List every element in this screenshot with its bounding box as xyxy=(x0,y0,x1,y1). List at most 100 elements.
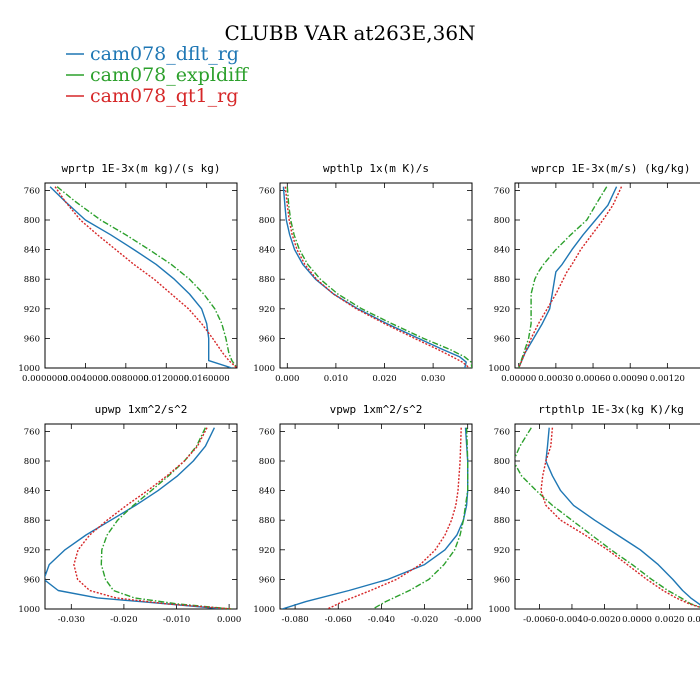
x-tick-label: 0.00000 xyxy=(501,374,536,384)
y-tick-label: 880 xyxy=(494,275,510,285)
y-tick-label: 800 xyxy=(494,457,510,467)
legend: cam078_dflt_rgcam078_expldiffcam078_qt1_… xyxy=(66,43,249,107)
y-tick-label: 1000 xyxy=(488,605,510,615)
panel-title: vpwp 1xm^2/s^2 xyxy=(330,403,423,416)
y-tick-label: 960 xyxy=(494,575,510,585)
y-tick-label: 1000 xyxy=(488,364,510,374)
y-tick-label: 840 xyxy=(259,487,275,497)
series-line-cam078_dflt_rg xyxy=(518,186,618,368)
series-line-cam078_qt1_rg xyxy=(73,427,232,609)
x-tick-label: -0.080 xyxy=(281,615,308,625)
y-tick-label: 880 xyxy=(24,275,40,285)
x-tick-label: -0.0060 xyxy=(523,615,556,625)
plot-frame xyxy=(514,182,700,369)
x-tick-label: 0.010 xyxy=(324,374,348,384)
series-group xyxy=(281,427,469,609)
plot-frame xyxy=(44,423,238,610)
series-group xyxy=(515,427,700,609)
x-tick-label: 0.030 xyxy=(421,374,445,384)
x-tick-label: 0.000 xyxy=(275,374,299,384)
panel-title: upwp 1xm^2/s^2 xyxy=(95,403,188,416)
y-tick-label: 960 xyxy=(259,575,275,585)
y-tick-label: 800 xyxy=(494,216,510,226)
series-line-cam078_expldiff xyxy=(286,186,472,368)
y-tick-label: 840 xyxy=(494,487,510,497)
x-tick-label: 0.0160000 xyxy=(184,374,230,384)
chart-panel: wprcp 1E-3x(m/s) (kg/kg) 760 800 840 880 920 9… xyxy=(488,162,700,384)
series-line-cam078_qt1_rg xyxy=(284,186,471,368)
x-tick-label: -0.0040 xyxy=(556,615,589,625)
legend-entry: cam078_qt1_rg xyxy=(90,85,238,107)
series-line-cam078_qt1_rg xyxy=(54,186,237,368)
x-tick-label: -0.030 xyxy=(58,615,85,625)
x-tick-label: 0.00030 xyxy=(538,374,573,384)
chart-panel: wprtp 1E-3x(m kg)/(s kg) 760 800 840 880 920 9… xyxy=(18,162,238,384)
y-tick-label: 1000 xyxy=(253,605,275,615)
y-tick-label: 1000 xyxy=(18,605,40,615)
y-tick-label: 960 xyxy=(24,575,40,585)
y-tick-label: 880 xyxy=(259,275,275,285)
y-tick-label: 840 xyxy=(259,246,275,256)
y-tick-label: 920 xyxy=(259,546,275,556)
series-line-cam078_qt1_rg xyxy=(540,427,700,609)
x-tick-label: 0.0080000 xyxy=(103,374,149,384)
y-tick-label: 920 xyxy=(494,546,510,556)
y-tick-label: 880 xyxy=(494,516,510,526)
y-tick-label: 920 xyxy=(24,546,40,556)
series-line-cam078_dflt_rg xyxy=(45,427,224,609)
y-tick-label: 920 xyxy=(494,305,510,315)
plot-frame xyxy=(44,182,238,369)
y-tick-label: 920 xyxy=(24,305,40,315)
plot-frame xyxy=(514,423,700,610)
x-tick-label: 0.0120000 xyxy=(143,374,189,384)
panel-title: wprcp 1E-3x(m/s) (kg/kg) xyxy=(532,162,691,175)
figure-title: CLUBB VAR at263E,36N xyxy=(224,21,475,45)
series-line-cam078_expldiff xyxy=(515,427,700,608)
panel-title: rtpthlp 1E-3x(kg K)/kg xyxy=(538,403,684,416)
series-line-cam078_qt1_rg xyxy=(327,427,462,609)
x-tick-label: -0.000 xyxy=(454,615,481,625)
y-tick-label: 960 xyxy=(24,334,40,344)
y-tick-label: 800 xyxy=(259,457,275,467)
y-tick-label: 760 xyxy=(24,427,40,437)
y-tick-label: 840 xyxy=(494,246,510,256)
series-line-cam078_expldiff xyxy=(518,186,608,368)
x-tick-label: 0.0000000 xyxy=(22,374,68,384)
plot-frame xyxy=(279,423,473,610)
panel-title: wprtp 1E-3x(m kg)/(s kg) xyxy=(62,162,221,175)
y-tick-label: 960 xyxy=(259,334,275,344)
y-tick-label: 840 xyxy=(24,246,40,256)
y-tick-label: 760 xyxy=(259,186,275,196)
x-tick-label: 0.00090 xyxy=(613,374,648,384)
x-tick-label: -0.060 xyxy=(325,615,352,625)
series-line-cam078_dflt_rg xyxy=(545,427,700,606)
series-line-cam078_qt1_rg xyxy=(518,186,623,368)
y-tick-label: 760 xyxy=(259,427,275,437)
series-line-cam078_expldiff xyxy=(372,427,469,609)
x-tick-label: -0.0020 xyxy=(588,615,621,625)
y-tick-label: 760 xyxy=(494,427,510,437)
x-tick-label: 0.00120 xyxy=(650,374,685,384)
x-tick-label: 0.0000 xyxy=(622,615,652,625)
y-tick-label: 840 xyxy=(24,487,40,497)
y-tick-label: 880 xyxy=(259,516,275,526)
series-line-cam078_expldiff xyxy=(56,186,237,368)
x-tick-label: -0.040 xyxy=(368,615,395,625)
y-tick-label: 760 xyxy=(24,186,40,196)
x-tick-label: 0.020 xyxy=(372,374,396,384)
y-tick-label: 920 xyxy=(259,305,275,315)
y-tick-label: 880 xyxy=(24,516,40,526)
series-group xyxy=(518,186,623,368)
series-group xyxy=(49,186,237,368)
chart-panel: vpwp 1xm^2/s^2 760 800 840 880 920 960 1000 -0.0… xyxy=(253,403,481,625)
y-tick-label: 800 xyxy=(24,457,40,467)
y-tick-label: 800 xyxy=(259,216,275,226)
series-line-cam078_dflt_rg xyxy=(49,186,233,368)
series-group xyxy=(282,186,472,368)
x-tick-label: 0.0020 xyxy=(655,615,685,625)
x-tick-label: -0.010 xyxy=(163,615,190,625)
series-line-cam078_dflt_rg xyxy=(282,186,467,368)
series-line-cam078_dflt_rg xyxy=(281,427,469,609)
legend-entry: cam078_dflt_rg xyxy=(90,43,239,65)
